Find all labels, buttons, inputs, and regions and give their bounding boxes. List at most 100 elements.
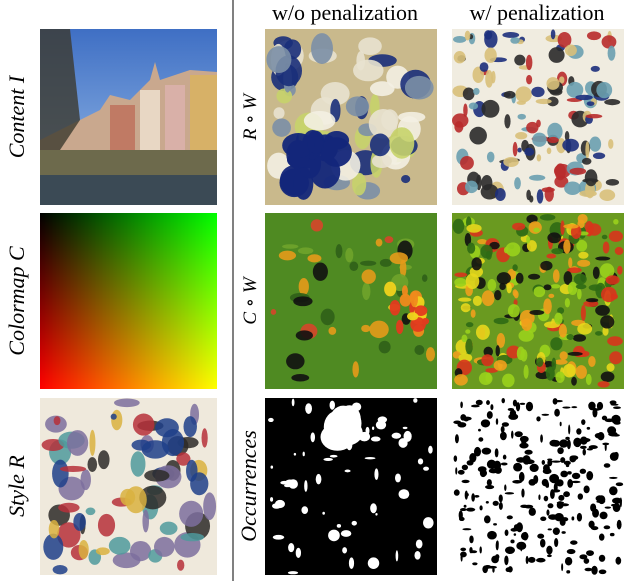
texture-blob xyxy=(527,457,531,464)
texture-blob xyxy=(201,428,208,448)
texture-blob xyxy=(481,447,492,455)
texture-blob xyxy=(375,420,387,430)
texture-blob xyxy=(521,488,525,498)
texture-blob xyxy=(371,426,375,430)
texture-blob xyxy=(601,415,608,421)
texture-blob xyxy=(454,272,468,278)
texture-blob xyxy=(609,486,618,496)
texture-blob xyxy=(375,238,383,247)
texture-blob xyxy=(310,219,324,232)
texture-blob xyxy=(603,463,611,468)
texture-blob xyxy=(368,109,398,139)
texture-blob xyxy=(425,347,436,362)
texture-blob xyxy=(454,434,459,444)
texture-blob xyxy=(395,550,399,562)
texture-blob xyxy=(470,404,480,408)
texture-blob xyxy=(486,459,497,469)
texture-blob xyxy=(510,527,518,532)
texture-blob xyxy=(320,137,352,167)
texture-blob xyxy=(97,513,116,537)
texture-blob xyxy=(604,99,621,106)
texture-blob xyxy=(588,520,595,529)
texture-blob xyxy=(287,571,299,575)
texture-blob xyxy=(554,163,566,181)
texture-blob xyxy=(352,172,367,196)
texture-blob xyxy=(464,30,471,41)
texture-blob xyxy=(571,406,578,409)
texture-blob xyxy=(95,547,110,556)
texture-blob xyxy=(610,403,619,406)
texture-blob xyxy=(286,140,310,170)
texture-blob xyxy=(461,334,468,343)
left-label: Content I xyxy=(4,74,29,158)
texture-blob xyxy=(540,516,547,521)
texture-blob xyxy=(586,426,591,430)
texture-blob xyxy=(125,486,147,514)
texture-blob xyxy=(480,184,499,200)
texture-blob xyxy=(460,303,471,313)
texture-blob xyxy=(551,460,561,463)
texture-blob xyxy=(560,470,568,478)
texture-blob xyxy=(585,114,603,119)
texture-blob xyxy=(613,406,621,410)
texture-blob xyxy=(342,547,348,554)
texture-blob xyxy=(563,491,570,498)
texture-blob xyxy=(528,507,536,516)
texture-blob xyxy=(512,289,518,297)
texture-blob xyxy=(595,256,611,261)
texture-blob xyxy=(489,241,500,250)
texture-blob xyxy=(345,96,370,117)
texture-blob xyxy=(546,96,559,107)
occ-with xyxy=(452,398,624,575)
texture-blob xyxy=(286,353,305,370)
texture-blob xyxy=(304,480,308,492)
texture-blob xyxy=(503,157,519,167)
texture-blob xyxy=(48,520,60,539)
texture-blob xyxy=(515,272,524,284)
texture-blob xyxy=(505,567,511,573)
texture-blob xyxy=(568,257,573,269)
left-label: Colormap C xyxy=(4,246,29,356)
texture-blob xyxy=(402,426,408,430)
texture-blob xyxy=(585,373,592,386)
texture-blob xyxy=(398,489,410,500)
texture-blob xyxy=(293,296,313,307)
texture-blob xyxy=(500,462,508,466)
texture-blob xyxy=(583,558,590,564)
texture-blob xyxy=(562,363,576,378)
texture-blob xyxy=(153,536,175,557)
texture-blob xyxy=(547,122,563,141)
texture-blob xyxy=(345,247,354,263)
texture-blob xyxy=(588,284,603,291)
texture-blob xyxy=(364,456,376,460)
texture-blob xyxy=(514,177,521,190)
texture-blob xyxy=(546,147,552,155)
texture-blob xyxy=(575,365,587,379)
texture-blob xyxy=(576,512,583,522)
texture-blob xyxy=(604,506,612,509)
texture-blob xyxy=(515,402,521,412)
texture-blob xyxy=(303,110,336,131)
texture-blob xyxy=(501,422,510,427)
texture-blob xyxy=(605,275,620,285)
texture-blob xyxy=(322,511,325,515)
texture-blob xyxy=(114,398,140,408)
texture-blob xyxy=(547,528,552,531)
texture-blob xyxy=(371,154,392,168)
texture-blob xyxy=(465,329,471,334)
texture-blob xyxy=(547,459,553,467)
texture-blob xyxy=(567,479,573,488)
texture-blob xyxy=(602,442,610,446)
texture-blob xyxy=(598,495,606,505)
texture-blob xyxy=(485,484,495,490)
texture-blob xyxy=(549,439,559,447)
texture-blob xyxy=(606,363,615,372)
texture-blob xyxy=(453,51,466,64)
texture-blob xyxy=(513,299,518,306)
texture-blob xyxy=(344,469,351,473)
texture-blob xyxy=(559,351,568,361)
texture-blob xyxy=(403,430,412,442)
texture-blob xyxy=(567,281,578,296)
texture-blob xyxy=(604,418,614,423)
texture-blob xyxy=(480,419,491,428)
